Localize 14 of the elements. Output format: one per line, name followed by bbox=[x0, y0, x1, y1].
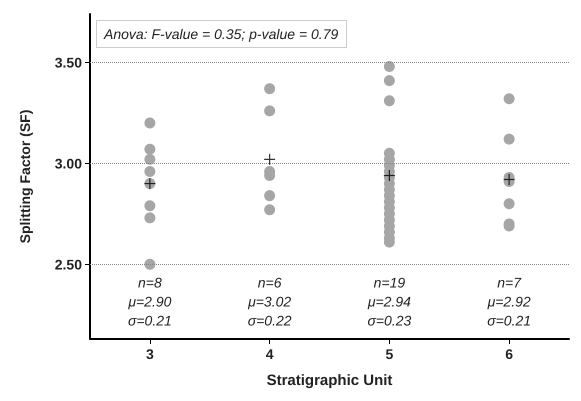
x-tick-label: 3 bbox=[146, 346, 154, 362]
annotation: n=8 μ=2.90 σ=0.21 bbox=[127, 274, 172, 329]
y-tick-label: 3.00 bbox=[54, 155, 82, 172]
x-tick-label: 4 bbox=[266, 346, 274, 362]
y-tick-label: 3.50 bbox=[54, 54, 82, 70]
y-tick-label: 2.50 bbox=[54, 256, 82, 272]
annotation: n=19 μ=2.94 σ=0.23 bbox=[366, 274, 412, 329]
annotation: n=7 μ=2.92 σ=0.21 bbox=[486, 274, 532, 329]
x-axis-title: Stratigraphic Unit bbox=[266, 372, 392, 389]
text: Anova: F-value = 0.35; p-value = 0.79 bbox=[103, 26, 338, 42]
y-axis-title: Splitting Factor (SF) bbox=[17, 110, 33, 244]
annotation: n=6 μ=3.02 σ=0.22 bbox=[247, 274, 292, 329]
x-tick-label: 5 bbox=[385, 346, 394, 362]
x-tick-label: 6 bbox=[505, 346, 514, 362]
